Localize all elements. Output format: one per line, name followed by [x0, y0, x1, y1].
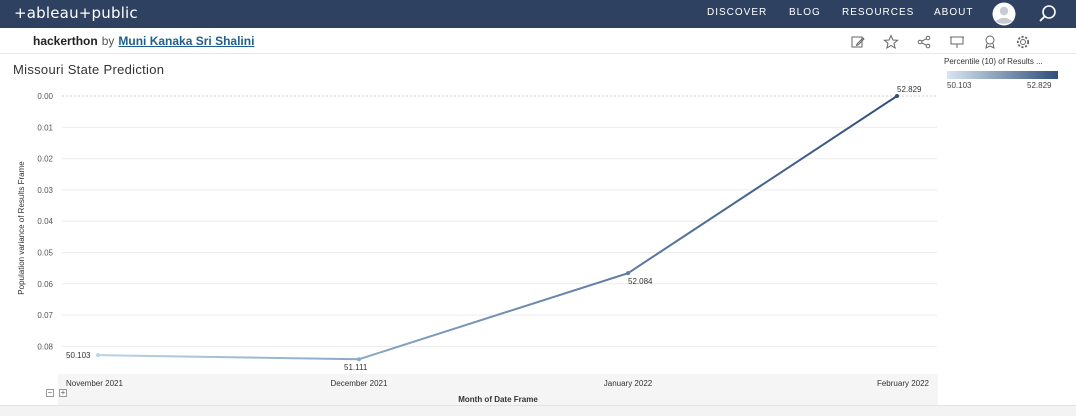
- data-point: [626, 271, 630, 276]
- author-link[interactable]: Muni Kanaka Sri Shalini: [118, 34, 255, 48]
- workbook-title-line: hackerthon by Muni Kanaka Sri Shalini: [33, 34, 254, 48]
- data-label: 50.103: [66, 351, 91, 360]
- data-label: 51.111: [344, 363, 368, 372]
- y-tick-label: 0.00: [37, 92, 53, 101]
- nav-resources[interactable]: RESOURCES: [842, 7, 915, 18]
- data-point: [357, 357, 361, 362]
- presentation-icon[interactable]: [949, 34, 965, 50]
- x-tick-label: January 2022: [604, 379, 653, 388]
- metrics-icon[interactable]: [982, 34, 998, 50]
- x-tick-label: November 2021: [66, 379, 123, 388]
- share-icon[interactable]: [916, 34, 932, 50]
- series-line[interactable]: [97, 95, 898, 361]
- workbook-header: hackerthon by Muni Kanaka Sri Shalini: [0, 28, 1076, 54]
- y-tick-label: 0.03: [37, 186, 53, 195]
- edit-icon[interactable]: [850, 34, 866, 50]
- user-avatar-icon[interactable]: [989, 2, 1019, 26]
- zoom-out-button[interactable]: −: [46, 388, 54, 397]
- chart-title: Missouri State Prediction: [13, 62, 165, 77]
- legend-min-label: 50.103: [947, 81, 972, 90]
- x-axis-band: [58, 374, 938, 406]
- x-axis-label: Month of Date Frame: [458, 395, 538, 404]
- y-tick-label: 0.06: [37, 280, 53, 289]
- bottom-toolbar: [0, 405, 1076, 416]
- top-navigation-bar: +ableau+public DISCOVER BLOG RESOURCES A…: [0, 0, 1076, 28]
- workbook-title: hackerthon: [33, 34, 98, 48]
- y-tick-label: 0.01: [37, 123, 53, 132]
- y-tick-label: 0.05: [37, 249, 53, 258]
- data-label: 52.829: [897, 85, 922, 94]
- nav-about[interactable]: ABOUT: [934, 7, 974, 18]
- data-point: [96, 353, 100, 358]
- nav-discover[interactable]: DISCOVER: [707, 7, 768, 18]
- y-tick-label: 0.02: [37, 155, 53, 164]
- x-tick-label: February 2022: [877, 379, 930, 388]
- y-tick-label: 0.04: [37, 217, 53, 226]
- y-tick-label: 0.08: [37, 342, 53, 351]
- tableau-public-logo[interactable]: +ableau+public: [14, 4, 138, 22]
- data-point: [895, 94, 899, 98]
- y-axis-label: Population variance of Results Frame: [17, 161, 26, 295]
- data-label: 52.084: [628, 277, 653, 286]
- legend-title: Percentile (10) of Results ...: [944, 57, 1043, 66]
- favorite-star-icon[interactable]: [883, 34, 899, 50]
- legend-max-label: 52.829: [1027, 81, 1052, 90]
- legend-color-ramp: [947, 71, 1058, 79]
- zoom-in-button[interactable]: +: [59, 388, 67, 397]
- search-icon[interactable]: [1038, 4, 1058, 24]
- nav-blog[interactable]: BLOG: [789, 7, 821, 18]
- x-tick-label: December 2021: [331, 379, 388, 388]
- settings-gear-icon[interactable]: [1015, 34, 1031, 50]
- by-label: by: [101, 34, 115, 48]
- y-tick-label: 0.07: [37, 311, 53, 320]
